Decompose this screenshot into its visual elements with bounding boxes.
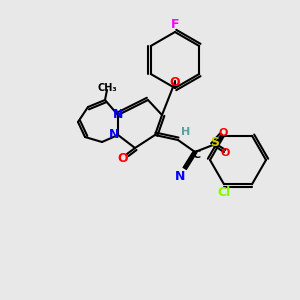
Text: Cl: Cl <box>218 186 231 199</box>
Text: N: N <box>109 128 119 142</box>
Text: S: S <box>211 136 220 149</box>
Text: H: H <box>182 127 190 137</box>
Text: N: N <box>113 109 123 122</box>
Text: C: C <box>193 150 201 160</box>
Text: O: O <box>220 148 230 158</box>
Text: CH₃: CH₃ <box>97 83 117 93</box>
Text: F: F <box>171 19 179 32</box>
Text: N: N <box>175 169 185 182</box>
Text: O: O <box>218 128 228 138</box>
Text: O: O <box>118 152 128 164</box>
Text: O: O <box>170 76 180 88</box>
